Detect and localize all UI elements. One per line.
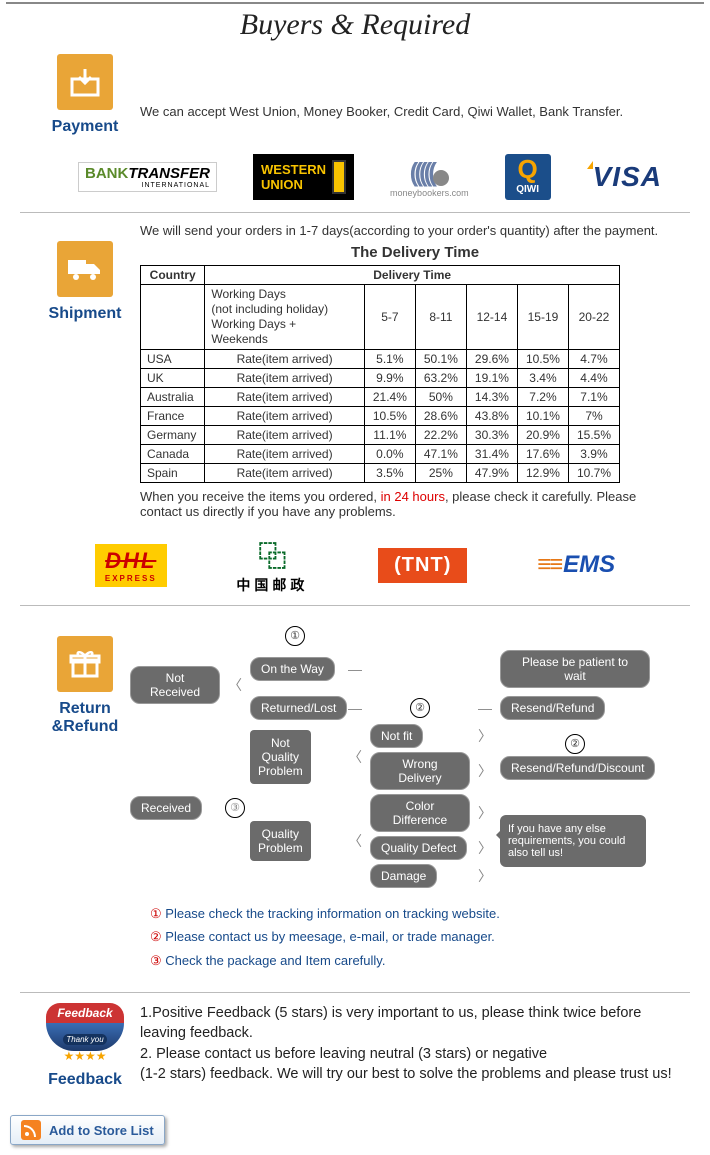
node-not-quality: Not Quality Problem [250, 730, 311, 784]
node-wrong-delivery: Wrong Delivery [370, 752, 470, 790]
node-color-diff: Color Difference [370, 794, 470, 832]
visa-logo: VISA [587, 161, 662, 193]
circled-1: ① [285, 626, 305, 646]
ems-logo: ≡≡EMS [537, 551, 615, 579]
node-not-fit: Not fit [370, 724, 423, 748]
store-button-label: Add to Store List [49, 1123, 154, 1138]
delivery-table-title: The Delivery Time [140, 244, 690, 261]
payment-text: We can accept West Union, Money Booker, … [140, 104, 690, 119]
node-on-the-way: On the Way [250, 657, 335, 681]
circled-2b: ② [565, 734, 585, 754]
feedback-line-3: (1-2 stars) feedback. We will try our be… [140, 1064, 690, 1084]
payment-label: Payment [30, 118, 140, 136]
node-damage: Damage [370, 864, 437, 888]
node-speech: If you have any else requirements, you c… [500, 815, 646, 867]
return-notes: ① Please check the tracking information … [150, 902, 690, 972]
delivery-table: CountryDelivery Time Working Days (not i… [140, 265, 620, 483]
bank-transfer-logo: BANKTRANSFER INTERNATIONAL [78, 162, 217, 192]
table-row: GermanyRate(item arrived)11.1%22.2%30.3%… [141, 426, 620, 445]
feedback-label: Feedback [30, 1071, 140, 1089]
feedback-badge-icon: Feedback Thank you ★★★★ [46, 1003, 124, 1063]
feedback-line-2: 2. Please contact us before leaving neut… [140, 1044, 690, 1064]
node-returned-lost: Returned/Lost [250, 696, 347, 720]
node-resend-refund: Resend/Refund [500, 696, 605, 720]
shipment-note: When you receive the items you ordered, … [140, 489, 680, 519]
table-row: UKRate(item arrived)9.9%63.2%19.1%3.4%4.… [141, 369, 620, 388]
return-label: Return &Refund [30, 700, 140, 736]
moneybookers-logo: ((((( moneybookers.com [390, 157, 469, 198]
return-section: Return &Refund ① Not Received 〈 On the W… [0, 610, 710, 988]
feedback-line-1: 1.Positive Feedback (5 stars) is very im… [140, 1003, 690, 1044]
page-title: Buyers & Required [0, 8, 710, 42]
shipment-section: Shipment We will send your orders in 1-7… [0, 217, 710, 525]
table-row: SpainRate(item arrived)3.5%25%47.9%12.9%… [141, 464, 620, 483]
table-row: CanadaRate(item arrived)0.0%47.1%31.4%17… [141, 445, 620, 464]
circled-3: ③ [225, 798, 245, 818]
shipment-intro: We will send your orders in 1-7 days(acc… [140, 223, 690, 238]
shipment-icon [57, 241, 113, 297]
gift-icon [57, 636, 113, 692]
node-resend-discount: Resend/Refund/Discount [500, 756, 655, 780]
dhl-logo: DHL EXPRESS [95, 544, 167, 587]
chinapost-logo: ⿻ 中国邮政 [236, 535, 308, 595]
circled-2a: ② [410, 698, 430, 718]
western-union-logo: WESTERNUNION [253, 154, 354, 200]
feedback-section: Feedback Thank you ★★★★ Feedback 1.Posit… [0, 997, 710, 1095]
return-flowchart: ① Not Received 〈 On the Way — Please be … [130, 626, 690, 892]
add-to-store-button[interactable]: Add to Store List [10, 1115, 165, 1145]
payment-logos: BANKTRANSFER INTERNATIONAL WESTERNUNION … [60, 154, 680, 200]
payment-section: Payment We can accept West Union, Money … [0, 48, 710, 142]
carrier-logos: DHL EXPRESS ⿻ 中国邮政 (TNT) ≡≡EMS [60, 535, 650, 595]
table-row: USARate(item arrived)5.1%50.1%29.6%10.5%… [141, 350, 620, 369]
tnt-logo: (TNT) [378, 548, 467, 583]
rss-icon [21, 1120, 41, 1140]
payment-icon [57, 54, 113, 110]
node-not-received: Not Received [130, 666, 220, 704]
table-row: FranceRate(item arrived)10.5%28.6%43.8%1… [141, 407, 620, 426]
qiwi-logo: QQIWI [505, 154, 551, 200]
node-quality-defect: Quality Defect [370, 836, 467, 860]
shipment-label: Shipment [30, 305, 140, 323]
table-row: AustraliaRate(item arrived)21.4%50%14.3%… [141, 388, 620, 407]
node-received: Received [130, 796, 202, 820]
node-quality: Quality Problem [250, 821, 311, 861]
node-patient: Please be patient to wait [500, 650, 650, 688]
